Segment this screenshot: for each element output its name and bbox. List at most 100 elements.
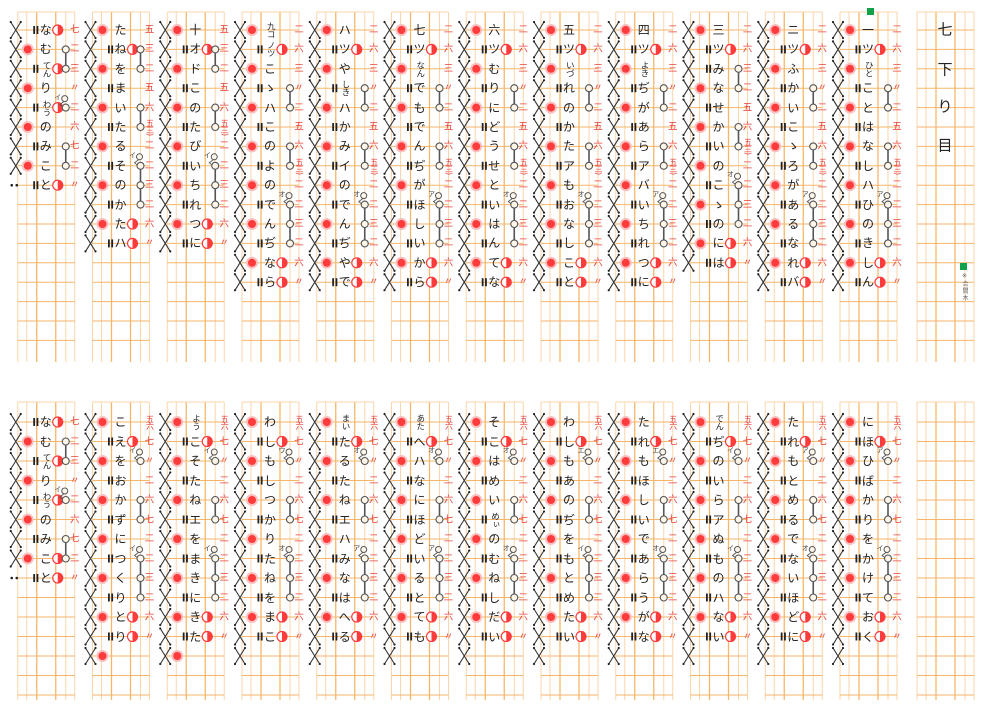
note-circle bbox=[809, 84, 818, 93]
lyric-text: お bbox=[562, 197, 576, 212]
pitch-numeral: 二 bbox=[667, 237, 678, 249]
note-circle bbox=[809, 142, 818, 151]
pitch-numeral: 六 bbox=[817, 611, 828, 623]
lyric-text: む bbox=[488, 551, 501, 566]
grace-label: オ bbox=[428, 446, 435, 455]
lyric-text: い bbox=[413, 551, 426, 566]
pitch-numeral: 二 bbox=[742, 552, 753, 564]
pitch-numeral: 二 bbox=[69, 101, 80, 113]
lyric-text: お bbox=[861, 610, 875, 624]
stroke-cross-mark bbox=[832, 254, 844, 272]
pitch-numeral: 六 bbox=[742, 494, 753, 506]
lyric-text: た bbox=[338, 434, 351, 449]
pitch-numeral: 三 bbox=[518, 63, 529, 75]
lyric-text: ハ bbox=[338, 100, 351, 115]
lyric-text: ツ bbox=[562, 42, 576, 57]
cross-end-dot bbox=[692, 40, 695, 43]
lyric-text: し bbox=[562, 434, 576, 449]
pitch-numeral: 五 bbox=[892, 121, 902, 133]
grace-label: エ bbox=[577, 446, 585, 455]
lyric-text: た bbox=[263, 551, 277, 566]
pitch-numeral: 五三) bbox=[295, 157, 304, 174]
pitch-numeral: 〃 bbox=[593, 82, 603, 94]
grace-label: イ bbox=[203, 544, 211, 552]
lyric-text: て bbox=[488, 255, 501, 270]
red-beat-dot bbox=[771, 64, 780, 73]
pitch-numeral: 二 bbox=[817, 533, 828, 545]
double-bar-mark bbox=[855, 278, 858, 287]
note-circle bbox=[809, 103, 818, 112]
cross-end-dot bbox=[692, 192, 695, 195]
lyric-text: は bbox=[861, 120, 875, 134]
lyric-text: る bbox=[114, 139, 127, 154]
lyric-text: ん bbox=[488, 236, 501, 251]
lyric-text: ら bbox=[263, 275, 277, 290]
double-bar-mark bbox=[858, 161, 861, 170]
cross-end-dot bbox=[841, 211, 845, 214]
pitch-numeral: 三 bbox=[518, 572, 529, 584]
pitch-numeral: 二 bbox=[892, 24, 902, 36]
pitch-numeral: 三 bbox=[817, 218, 828, 230]
pitch-numeral: 三 bbox=[144, 179, 155, 191]
red-beat-dot bbox=[846, 26, 854, 34]
double-bar-mark bbox=[780, 278, 783, 287]
stroke-cross-mark bbox=[683, 176, 694, 194]
lyric-text: い bbox=[712, 473, 725, 488]
double-bar-mark bbox=[706, 142, 708, 151]
pitch-numeral: 六 bbox=[892, 43, 902, 55]
pitch-numeral: 五三) bbox=[369, 157, 379, 174]
pitch-numeral: 二 bbox=[742, 179, 753, 191]
note-circle bbox=[883, 84, 893, 93]
lyric-text: こ bbox=[861, 81, 875, 96]
lyric-text: の bbox=[712, 454, 725, 468]
pitch-numeral: 五三) bbox=[220, 118, 230, 136]
pitch-numeral: 三 bbox=[69, 455, 80, 467]
cross-end-dot bbox=[841, 95, 845, 98]
double-bar-mark bbox=[858, 45, 861, 54]
pitch-numeral: 三 bbox=[667, 572, 678, 584]
lyric-text: み bbox=[39, 532, 52, 546]
pitch-numeral: 五六 bbox=[893, 415, 902, 429]
pitch-numeral: 三 bbox=[144, 43, 155, 55]
stroke-cross-mark bbox=[832, 138, 844, 155]
lyric-text: ら bbox=[637, 139, 650, 154]
pitch-numeral: 三 bbox=[892, 218, 902, 230]
red-beat-dot bbox=[696, 161, 705, 170]
pitch-numeral: 七 bbox=[742, 435, 753, 447]
double-bar-mark bbox=[784, 278, 786, 287]
lyric-text: ハ bbox=[413, 454, 426, 468]
lyric-text: か bbox=[861, 493, 875, 507]
stroke-cross-mark bbox=[757, 176, 769, 194]
cross-end-dot bbox=[841, 230, 845, 234]
note-circle bbox=[883, 219, 893, 229]
stroke-cross-mark bbox=[683, 138, 694, 155]
stroke-cross-mark bbox=[757, 41, 769, 58]
pitch-numeral: 五 bbox=[144, 82, 155, 94]
pitch-numeral: 六 bbox=[742, 121, 753, 133]
pitch-numeral: 二 bbox=[294, 24, 304, 36]
pitch-numeral: 二 bbox=[593, 101, 603, 113]
grace-label: ア bbox=[876, 446, 884, 455]
pitch-numeral: 二 bbox=[443, 552, 454, 564]
pitch-numeral: 二 bbox=[742, 474, 753, 486]
stroke-cross-mark bbox=[832, 60, 844, 78]
lyric-text: ら bbox=[413, 275, 426, 290]
cross-end-dot bbox=[682, 59, 685, 62]
cross-end-dot bbox=[692, 172, 695, 175]
pitch-numeral: 六 bbox=[219, 218, 230, 230]
lyric-text: し bbox=[861, 158, 875, 173]
lyric-text: ハ bbox=[263, 100, 277, 115]
pitch-numeral: 七 bbox=[368, 435, 379, 447]
lyric-text: と bbox=[413, 590, 426, 605]
pitch-numeral: 〃 bbox=[892, 630, 902, 642]
cross-end-dot bbox=[841, 75, 845, 78]
stroke-cross-mark bbox=[832, 79, 844, 97]
lyric-text: あ bbox=[637, 120, 650, 134]
cross-end-dot bbox=[767, 75, 770, 78]
double-bar-mark bbox=[780, 161, 783, 170]
pitch-numeral: 二 bbox=[294, 198, 304, 210]
pitch-numeral: 三 bbox=[443, 572, 454, 584]
pitch-numeral: 二 bbox=[144, 63, 155, 75]
pitch-numeral: 〃 bbox=[518, 82, 529, 94]
